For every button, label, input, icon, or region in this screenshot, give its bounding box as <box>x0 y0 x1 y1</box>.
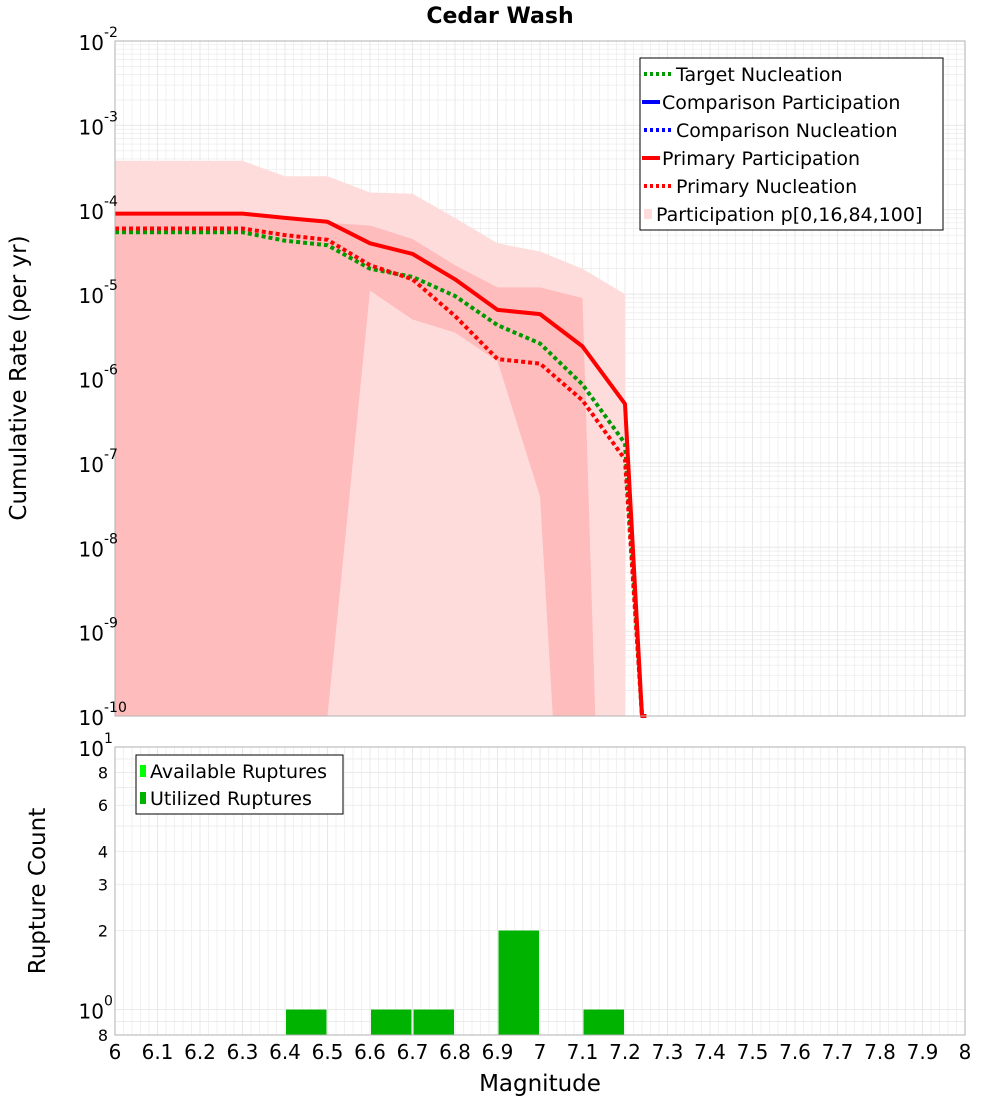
chart-title: Cedar Wash <box>426 4 573 29</box>
legend-swatch-participation-band <box>644 209 652 219</box>
top-y-tick-exponent: -8 <box>104 531 118 547</box>
bottom-y-tick-exponent: 0 <box>104 994 113 1010</box>
bottom-legend-box <box>135 754 344 815</box>
legend-label: Comparison Nucleation <box>676 120 898 142</box>
bottom-y-tick-label: 8 <box>98 1026 108 1045</box>
x-tick-label: 6.7 <box>397 1040 429 1064</box>
top-y-tick-label: 10 <box>79 622 104 646</box>
x-tick-label: 7.2 <box>609 1040 641 1064</box>
x-tick-label: 7.3 <box>652 1040 684 1064</box>
top-y-tick-exponent: -2 <box>104 25 118 41</box>
bottom-y-axis-label: Rupture Count <box>25 808 51 974</box>
x-tick-label: 6 <box>109 1040 122 1064</box>
top-legend-box <box>639 57 944 231</box>
top-y-axis-label: Cumulative Rate (per yr) <box>6 235 32 520</box>
legend-label: Comparison Participation <box>662 92 900 114</box>
legend-label: Available Ruptures <box>150 761 327 783</box>
x-tick-label: 7.1 <box>567 1040 599 1064</box>
legend-label: Primary Nucleation <box>676 176 857 198</box>
top-y-tick-exponent: -10 <box>104 700 127 716</box>
x-tick-label: 7.8 <box>864 1040 896 1064</box>
bottom-y-tick-label: 6 <box>98 796 108 815</box>
top-y-tick-label: 10 <box>79 369 104 393</box>
x-tick-label: 6.9 <box>482 1040 514 1064</box>
bottom-y-tick-exponent: 1 <box>104 731 113 747</box>
top-plot-frame <box>114 40 966 717</box>
x-tick-label: 6.3 <box>227 1040 259 1064</box>
x-tick-label: 6.5 <box>312 1040 344 1064</box>
x-tick-label: 7.9 <box>907 1040 939 1064</box>
rupture-bars <box>286 930 624 1035</box>
x-tick-label: 7.4 <box>694 1040 726 1064</box>
utilized-rupture-bar <box>286 1009 327 1035</box>
bottom-plot-frame <box>114 746 966 1036</box>
bottom-y-tick-label: 10 <box>79 737 104 761</box>
primary-nucleation-line <box>115 226 647 718</box>
bottom-y-tick-label: 4 <box>98 842 108 861</box>
utilized-rupture-bar <box>498 930 539 1035</box>
x-tick-label: 6.6 <box>354 1040 386 1064</box>
top-y-tick-exponent: -3 <box>104 109 118 125</box>
top-y-tick-label: 10 <box>79 115 104 139</box>
x-tick-labels: 6 6.1 6.2 6.3 6.4 6.5 6.6 6.7 6.8 6.9 7 7.1 7.2 7.3 7.… <box>109 1040 972 1064</box>
legend-label: Utilized Ruptures <box>150 788 312 810</box>
bottom-y-tick-label: 10 <box>79 1000 104 1024</box>
top-y-tick-label: 10 <box>79 537 104 561</box>
top-y-tick-exponent: -6 <box>104 363 118 379</box>
bottom-y-tick-label: 8 <box>98 763 108 782</box>
rate-lines <box>115 211 647 718</box>
x-tick-label: 7 <box>534 1040 547 1064</box>
utilized-rupture-bar <box>413 1009 454 1035</box>
x-tick-label: 7.7 <box>822 1040 854 1064</box>
bottom-y-tick-label: 3 <box>98 875 108 894</box>
x-tick-label: 6.1 <box>142 1040 174 1064</box>
bottom-legend: Available Ruptures Utilized Ruptures <box>135 754 344 815</box>
top-y-tick-exponent: -4 <box>104 194 118 210</box>
top-y-tick-label: 10 <box>79 284 104 308</box>
legend-swatch-utilized <box>140 792 146 804</box>
legend-label: Primary Participation <box>662 148 860 170</box>
top-y-tick-exponent: -5 <box>104 278 118 294</box>
legend-label: Target Nucleation <box>675 64 843 86</box>
x-tick-label: 7.6 <box>779 1040 811 1064</box>
top-legend: Target Nucleation Comparison Participatio… <box>639 57 944 231</box>
x-axis-label: Magnitude <box>479 1071 601 1097</box>
top-y-tick-label: 10 <box>79 31 104 55</box>
primary-participation-line <box>115 211 647 718</box>
target-nucleation-line <box>115 230 647 718</box>
utilized-rupture-bar <box>371 1009 412 1035</box>
legend-swatch-available <box>140 765 146 777</box>
legend-label: Participation p[0,16,84,100] <box>656 204 922 226</box>
x-tick-label: 6.4 <box>269 1040 301 1064</box>
top-y-tick-label: 10 <box>79 453 104 477</box>
top-y-tick-exponent: -9 <box>104 616 118 632</box>
top-y-tick-label: 10 <box>79 706 104 730</box>
x-tick-label: 8 <box>959 1040 972 1064</box>
top-y-tick-label: 10 <box>79 200 104 224</box>
x-tick-label: 7.5 <box>737 1040 769 1064</box>
top-y-tick-labels: 10-210-310-410-510-610-710-810-910-10 <box>79 25 127 730</box>
x-tick-label: 6.8 <box>439 1040 471 1064</box>
bottom-y-tick-label: 2 <box>98 922 108 941</box>
top-y-tick-exponent: -7 <box>104 447 118 463</box>
x-tick-label: 6.2 <box>184 1040 216 1064</box>
utilized-rupture-bar <box>583 1009 624 1035</box>
